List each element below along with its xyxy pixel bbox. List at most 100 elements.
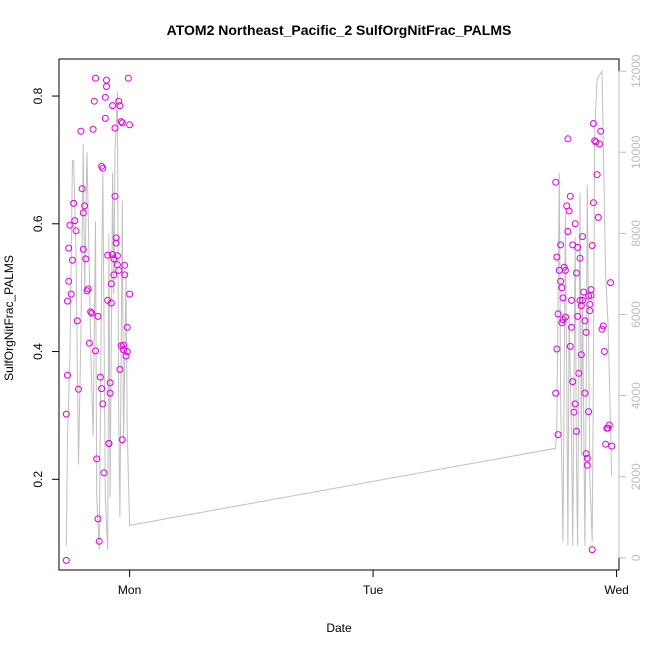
data-point [71,217,79,225]
series-line-y2 [65,69,613,550]
data-point [72,227,80,235]
data-point [98,385,106,393]
x-tick-label: Mon [118,583,141,597]
y-tick-label: 0.8 [31,87,45,104]
data-point [579,233,586,241]
data-point [106,389,114,397]
data-point [64,371,71,379]
data-point [116,365,124,373]
data-point [65,277,73,285]
data-point [92,347,99,355]
data-point [589,199,597,207]
y2-tick-label: 4000 [629,382,643,409]
data-point [592,138,600,146]
data-point [558,284,566,292]
data-point [608,442,616,450]
data-point [115,97,123,105]
data-point [112,234,120,242]
data-point [82,255,90,263]
data-point [77,127,85,135]
data-point [587,286,595,294]
data-point [593,171,601,179]
chart-title: ATOM2 Northeast_Pacific_2 SulfOrgNitFrac… [167,22,512,38]
data-point [586,307,594,315]
y2-tick-label: 8000 [629,220,643,247]
data-point [109,251,117,258]
data-point [122,352,130,360]
data-point [126,121,134,129]
data-point [594,213,602,221]
data-point [588,546,596,554]
data-point [121,261,129,269]
data-point [587,291,595,299]
x-axis: Mon Tue Wed [118,569,629,597]
data-point [98,162,106,170]
y2-tick-label: 6000 [629,301,643,328]
data-point [123,323,131,331]
data-point [568,323,575,331]
data-point [574,243,582,251]
data-point [568,296,575,304]
data-point [88,309,96,317]
data-point [62,556,70,564]
data-point [111,124,119,132]
data-point [109,102,117,110]
data-point [81,202,89,210]
data-point [99,164,107,172]
data-point [84,285,92,293]
data-point [100,469,108,477]
data-point [574,312,582,320]
data-point [570,408,578,416]
data-point [107,280,115,288]
data-point [115,266,123,274]
data-point [75,385,82,393]
data-point [107,299,115,307]
data-point [113,261,121,269]
y-axis-label: SulfOrgNitFrac_PALMS [2,255,16,381]
data-point [572,269,580,277]
data-point [64,297,71,305]
data-point [120,341,127,349]
data-point [85,339,93,347]
data-point [123,348,131,355]
y2-tick-label: 0 [629,554,643,561]
data-point [585,408,593,416]
data-point [579,296,586,304]
data-point [559,294,567,302]
data-point [598,325,606,333]
data-point [557,277,565,285]
data-point [583,461,591,469]
data-point [571,220,579,228]
data-point [583,454,591,462]
data-point [564,228,572,235]
data-point [95,537,103,545]
data-point [597,127,605,135]
x-tick-label: Wed [604,583,628,597]
data-point [605,421,613,429]
data-point [90,97,98,105]
data-point [112,239,120,247]
y2-tick-label: 12000 [629,54,643,88]
data-point [105,440,113,447]
data-point [79,245,87,253]
y2-tick-label: 10000 [629,135,643,169]
data-point [586,300,594,308]
data-point [582,328,590,336]
y-tick-label: 0.4 [31,343,45,360]
y-tick-label: 0.6 [31,215,45,232]
data-point [576,296,584,304]
data-point [68,256,76,264]
x-axis-label: Date [326,621,352,635]
data-point [101,114,109,122]
data-point [120,346,127,354]
data-point [557,241,565,249]
data-point [79,209,87,217]
data-point [73,317,81,325]
data-point [66,221,74,229]
data-point [124,74,132,82]
y2-tick-label: 2000 [629,463,643,490]
data-point [554,310,562,318]
data-point [553,253,561,261]
data-point [70,199,78,207]
